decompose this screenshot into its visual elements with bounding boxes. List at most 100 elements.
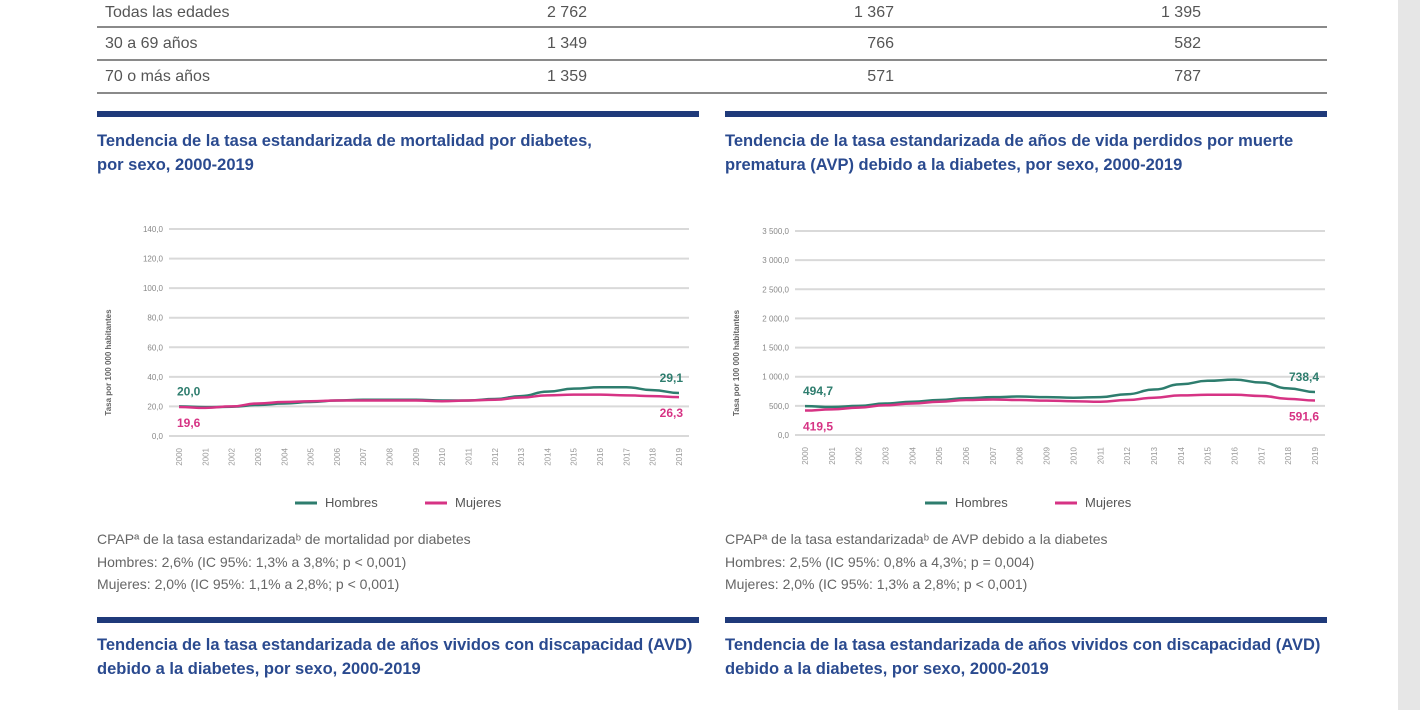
cell-hombres: 1 367 [853, 4, 894, 21]
x-tick-label: 2017 [1257, 446, 1266, 464]
section-bar [97, 111, 699, 117]
x-tick-label: 2005 [307, 447, 316, 465]
x-tick-label: 2017 [622, 447, 631, 465]
start-data-label: 19,6 [177, 416, 201, 430]
note-mujeres: Mujeres: 2,0% (IC 95%: 1,3% a 2,8%; p < … [725, 576, 1028, 592]
x-tick-label: 2006 [962, 446, 971, 464]
panel-title: Tendencia de la tasa estandarizada de añ… [97, 636, 693, 678]
y-tick-label: 2 000,0 [762, 314, 789, 323]
section-bar [97, 617, 699, 623]
y-tick-label: 500,0 [769, 402, 790, 411]
panel-title: Tendencia de la tasa estandarizada de mo… [97, 132, 592, 174]
legend-label: Mujeres [455, 495, 502, 510]
x-tick-label: 2012 [491, 447, 500, 465]
cell-hombres: 571 [867, 67, 894, 85]
x-tick-label: 2014 [543, 447, 552, 465]
note-hombres: Hombres: 2,6% (IC 95%: 1,3% a 3,8%; p < … [97, 553, 407, 570]
cell-total: 1 349 [546, 34, 587, 52]
legend-label: Hombres [955, 495, 1008, 510]
x-tick-label: 2000 [175, 447, 184, 465]
x-tick-label: 2003 [882, 446, 891, 464]
x-tick-label: 2009 [1043, 446, 1052, 464]
x-tick-label: 2009 [412, 447, 421, 465]
panel-title: Tendencia de la tasa estandarizada de añ… [725, 132, 1294, 174]
section-bar [725, 617, 1327, 623]
table-row: 70 o más años 1 359 571 787 [97, 61, 1327, 94]
note-mujeres: Mujeres: 2,0% (IC 95%: 1,1% a 2,8%; p < … [97, 576, 400, 592]
legend-label: Hombres [325, 495, 378, 510]
y-axis-label: Tasa por 100 000 habitantes [104, 309, 113, 416]
series-line-hombres [804, 378, 1316, 409]
row-label: Todas las edades [105, 4, 230, 21]
end-data-label: 26,3 [660, 406, 684, 420]
x-tick-label: 2007 [989, 446, 998, 464]
y-tick-label: 60,0 [147, 343, 163, 352]
x-tick-label: 2001 [201, 447, 210, 465]
avp-cpap-note: CPAPª de la tasa estandarizadaᵇ de AVP d… [725, 528, 1108, 596]
x-tick-label: 2010 [438, 447, 447, 465]
x-tick-label: 2005 [935, 446, 944, 464]
y-tick-label: 3 000,0 [762, 256, 789, 265]
panel-title: Tendencia de la tasa estandarizada de añ… [725, 636, 1321, 678]
x-tick-label: 2016 [596, 447, 605, 465]
end-data-label: 29,1 [660, 371, 684, 385]
x-tick-label: 2011 [464, 447, 473, 465]
x-tick-label: 2014 [1177, 446, 1186, 464]
note-hombres: Hombres: 2,5% (IC 95%: 0,8% a 4,3%; p = … [725, 553, 1035, 570]
x-tick-label: 2019 [1311, 446, 1320, 464]
deaths-table: Todas las edades 2 762 1 367 1 395 30 a … [97, 0, 1327, 94]
avp-chart: 0,0 500,0 1 000,0 1 500,0 2 000,0 2 500,0 3 00… [732, 227, 1325, 510]
cell-hombres: 766 [867, 34, 894, 52]
y-axis-label: Tasa por 100 000 habitantes [732, 309, 741, 416]
x-tick-label: 2003 [254, 447, 263, 465]
y-tick-label: 140,0 [143, 225, 164, 234]
cell-total: 2 762 [546, 4, 587, 21]
x-tick-label: 2018 [1284, 446, 1293, 464]
row-label: 30 a 69 años [105, 34, 198, 52]
x-tick-label: 2004 [280, 447, 289, 465]
y-tick-label: 20,0 [147, 402, 163, 411]
x-tick-label: 2007 [359, 447, 368, 465]
section-bar [725, 111, 1327, 117]
y-tick-label: 0,0 [778, 431, 790, 440]
avd-panel-left: Tendencia de la tasa estandarizada de añ… [97, 617, 699, 681]
x-tick-label: 2006 [333, 447, 342, 465]
end-data-label: 591,6 [1289, 410, 1319, 424]
y-tick-label: 2 500,0 [762, 285, 789, 294]
x-tick-label: 2001 [828, 446, 837, 464]
y-tick-label: 120,0 [143, 255, 164, 264]
y-tick-label: 3 500,0 [762, 227, 789, 236]
x-tick-label: 2002 [228, 447, 237, 465]
x-tick-label: 2004 [908, 446, 917, 464]
table-row: 30 a 69 años 1 349 766 582 [97, 28, 1327, 61]
x-tick-label: 2019 [675, 447, 684, 465]
series-line-mujeres [178, 393, 680, 410]
cell-mujeres: 1 395 [1160, 4, 1201, 21]
x-tick-label: 2015 [570, 447, 579, 465]
legend-label: Mujeres [1085, 495, 1132, 510]
x-tick-label: 2013 [517, 447, 526, 465]
mortality-panel: Tendencia de la tasa estandarizada de mo… [97, 111, 699, 177]
x-tick-label: 2011 [1096, 446, 1105, 464]
x-tick-label: 2016 [1230, 446, 1239, 464]
x-tick-label: 2010 [1069, 446, 1078, 464]
y-tick-label: 1 000,0 [762, 373, 789, 382]
mortality-chart: 0,0 20,0 40,0 60,0 80,0 100,0 120,0 140,0 Tasa p… [104, 225, 689, 510]
cell-mujeres: 582 [1174, 34, 1201, 52]
x-tick-label: 2008 [1016, 446, 1025, 464]
x-tick-label: 2012 [1123, 446, 1132, 464]
row-label: 70 o más años [105, 67, 210, 85]
note-heading: CPAPª de la tasa estandarizadaᵇ de AVP d… [725, 531, 1108, 547]
page-edge [1398, 0, 1420, 710]
x-tick-label: 2008 [386, 447, 395, 465]
series-line-mujeres [804, 393, 1316, 412]
x-tick-label: 2018 [649, 447, 658, 465]
y-tick-label: 0,0 [152, 432, 164, 441]
x-tick-label: 2013 [1150, 446, 1159, 464]
x-tick-label: 2002 [855, 446, 864, 464]
x-tick-label: 2000 [801, 446, 810, 464]
y-tick-label: 80,0 [147, 314, 163, 323]
avd-panel-right: Tendencia de la tasa estandarizada de añ… [725, 617, 1327, 681]
end-data-label: 738,4 [1289, 370, 1319, 384]
y-tick-label: 1 500,0 [762, 344, 789, 353]
